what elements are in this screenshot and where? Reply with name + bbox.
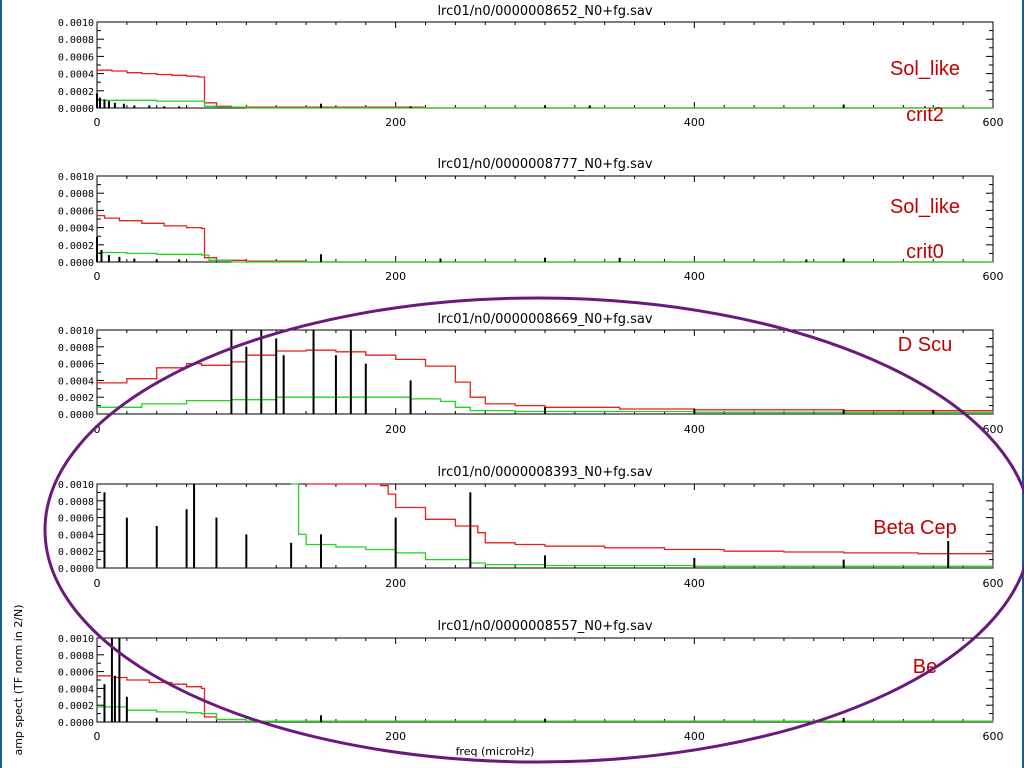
x-tick-label: 400 [684,270,705,283]
y-tick-label: 0.0004 [58,376,94,387]
y-tick-label: 0.0006 [58,514,94,525]
y-tick-label: 0.0010 [58,18,94,29]
red-curve [97,69,993,109]
class-annotation: crit0 [906,241,944,263]
chart-title: lrc01/n0/0000008777_N0+fg.sav [437,157,652,172]
y-axis-label: amp spect (TF norm in 2/N) [12,604,25,755]
chart-panel-2: lrc01/n0/0000008777_N0+fg.sav 0.0000 0.000… [58,157,1004,283]
y-tick-label: 0.0000 [58,410,94,421]
class-annotation: crit2 [906,104,944,126]
y-tick-label: 0.0010 [58,172,94,183]
x-tick-label: 0 [94,116,101,129]
red-curve [97,214,993,263]
chart-title: lrc01/n0/0000008669_N0+fg.sav [437,312,652,327]
y-tick-label: 0.0000 [58,258,94,269]
red-curve [306,483,994,555]
x-axis-label: freq (microHz) [456,745,535,758]
class-annotation: Sol_like [890,196,960,218]
red-curve [97,349,993,412]
x-tick-label: 200 [385,270,406,283]
x-tick-label: 200 [385,423,406,436]
chart-title: lrc01/n0/0000008393_N0+fg.sav [437,465,652,480]
x-tick-label: 600 [983,116,1004,129]
x-tick-label: 600 [983,730,1004,743]
x-tick-label: 200 [385,577,406,590]
y-tick-label: 0.0002 [58,87,94,98]
x-tick-label: 200 [385,730,406,743]
x-tick-label: 400 [684,116,705,129]
x-tick-label: 0 [94,577,101,590]
y-tick-label: 0.0002 [58,701,94,712]
y-tick-label: 0.0008 [58,189,94,200]
x-tick-label: 600 [983,577,1004,590]
x-tick-label: 0 [94,423,101,436]
class-annotation: Beta Cep [873,517,956,539]
y-tick-label: 0.0002 [58,547,94,558]
y-tick-label: 0.0006 [58,668,94,679]
highlight-ellipse [43,296,1024,764]
y-tick-label: 0.0006 [58,360,94,371]
y-tick-label: 0.0004 [58,530,94,541]
x-tick-label: 0 [94,270,101,283]
green-curve [97,706,994,722]
plot-frame [96,21,994,109]
y-tick-label: 0.0008 [58,35,94,46]
y-tick-label: 0.0004 [58,684,94,695]
x-tick-label: 600 [983,270,1004,283]
chart-title: lrc01/n0/0000008557_N0+fg.sav [437,619,652,634]
y-tick-label: 0.0008 [58,497,94,508]
x-tick-label: 400 [684,577,705,590]
y-tick-label: 0.0002 [58,393,94,404]
green-curve [97,99,993,109]
y-tick-label: 0.0000 [58,104,94,115]
x-tick-label: 400 [684,423,705,436]
y-tick-label: 0.0008 [58,651,94,662]
y-tick-label: 0.0010 [58,480,94,491]
y-tick-label: 0.0010 [58,634,94,645]
y-tick-label: 0.0000 [58,564,94,575]
plot-frame [96,175,994,263]
chart-panel-4: lrc01/n0/0000008393_N0+fg.sav 0.0000 0.000… [58,465,1004,590]
plot-frame [96,637,994,723]
slide-frame-right [1022,0,1024,768]
y-tick-label: 0.0010 [58,326,94,337]
y-tick-label: 0.0006 [58,206,94,217]
y-tick-label: 0.0002 [58,241,94,252]
chart-panel-1: lrc01/n0/0000008652_N0+fg.sav 0.0000 0.000… [58,4,1004,129]
x-tick-label: 200 [385,116,406,129]
class-annotation: D Scu [898,334,952,356]
x-tick-label: 400 [684,730,705,743]
y-tick-label: 0.0006 [58,52,94,63]
chart-title: lrc01/n0/0000008652_N0+fg.sav [437,4,652,19]
chart-panel-3: lrc01/n0/0000008669_N0+fg.sav 0.0000 0.000… [58,312,1004,436]
y-tick-label: 0.0000 [58,718,94,729]
green-curve [97,251,993,263]
class-annotation: Be [913,656,937,678]
x-tick-label: 600 [983,423,1004,436]
x-tick-label: 0 [94,730,101,743]
slide-frame-left [0,0,2,768]
y-tick-label: 0.0004 [58,70,94,81]
green-curve [291,483,994,568]
y-tick-label: 0.0004 [58,224,94,235]
chart-panel-5: lrc01/n0/0000008557_N0+fg.sav 0.0000 0.000… [12,604,1004,758]
class-annotation: Sol_like [890,58,960,80]
y-tick-label: 0.0008 [58,343,94,354]
red-curve [97,675,993,722]
